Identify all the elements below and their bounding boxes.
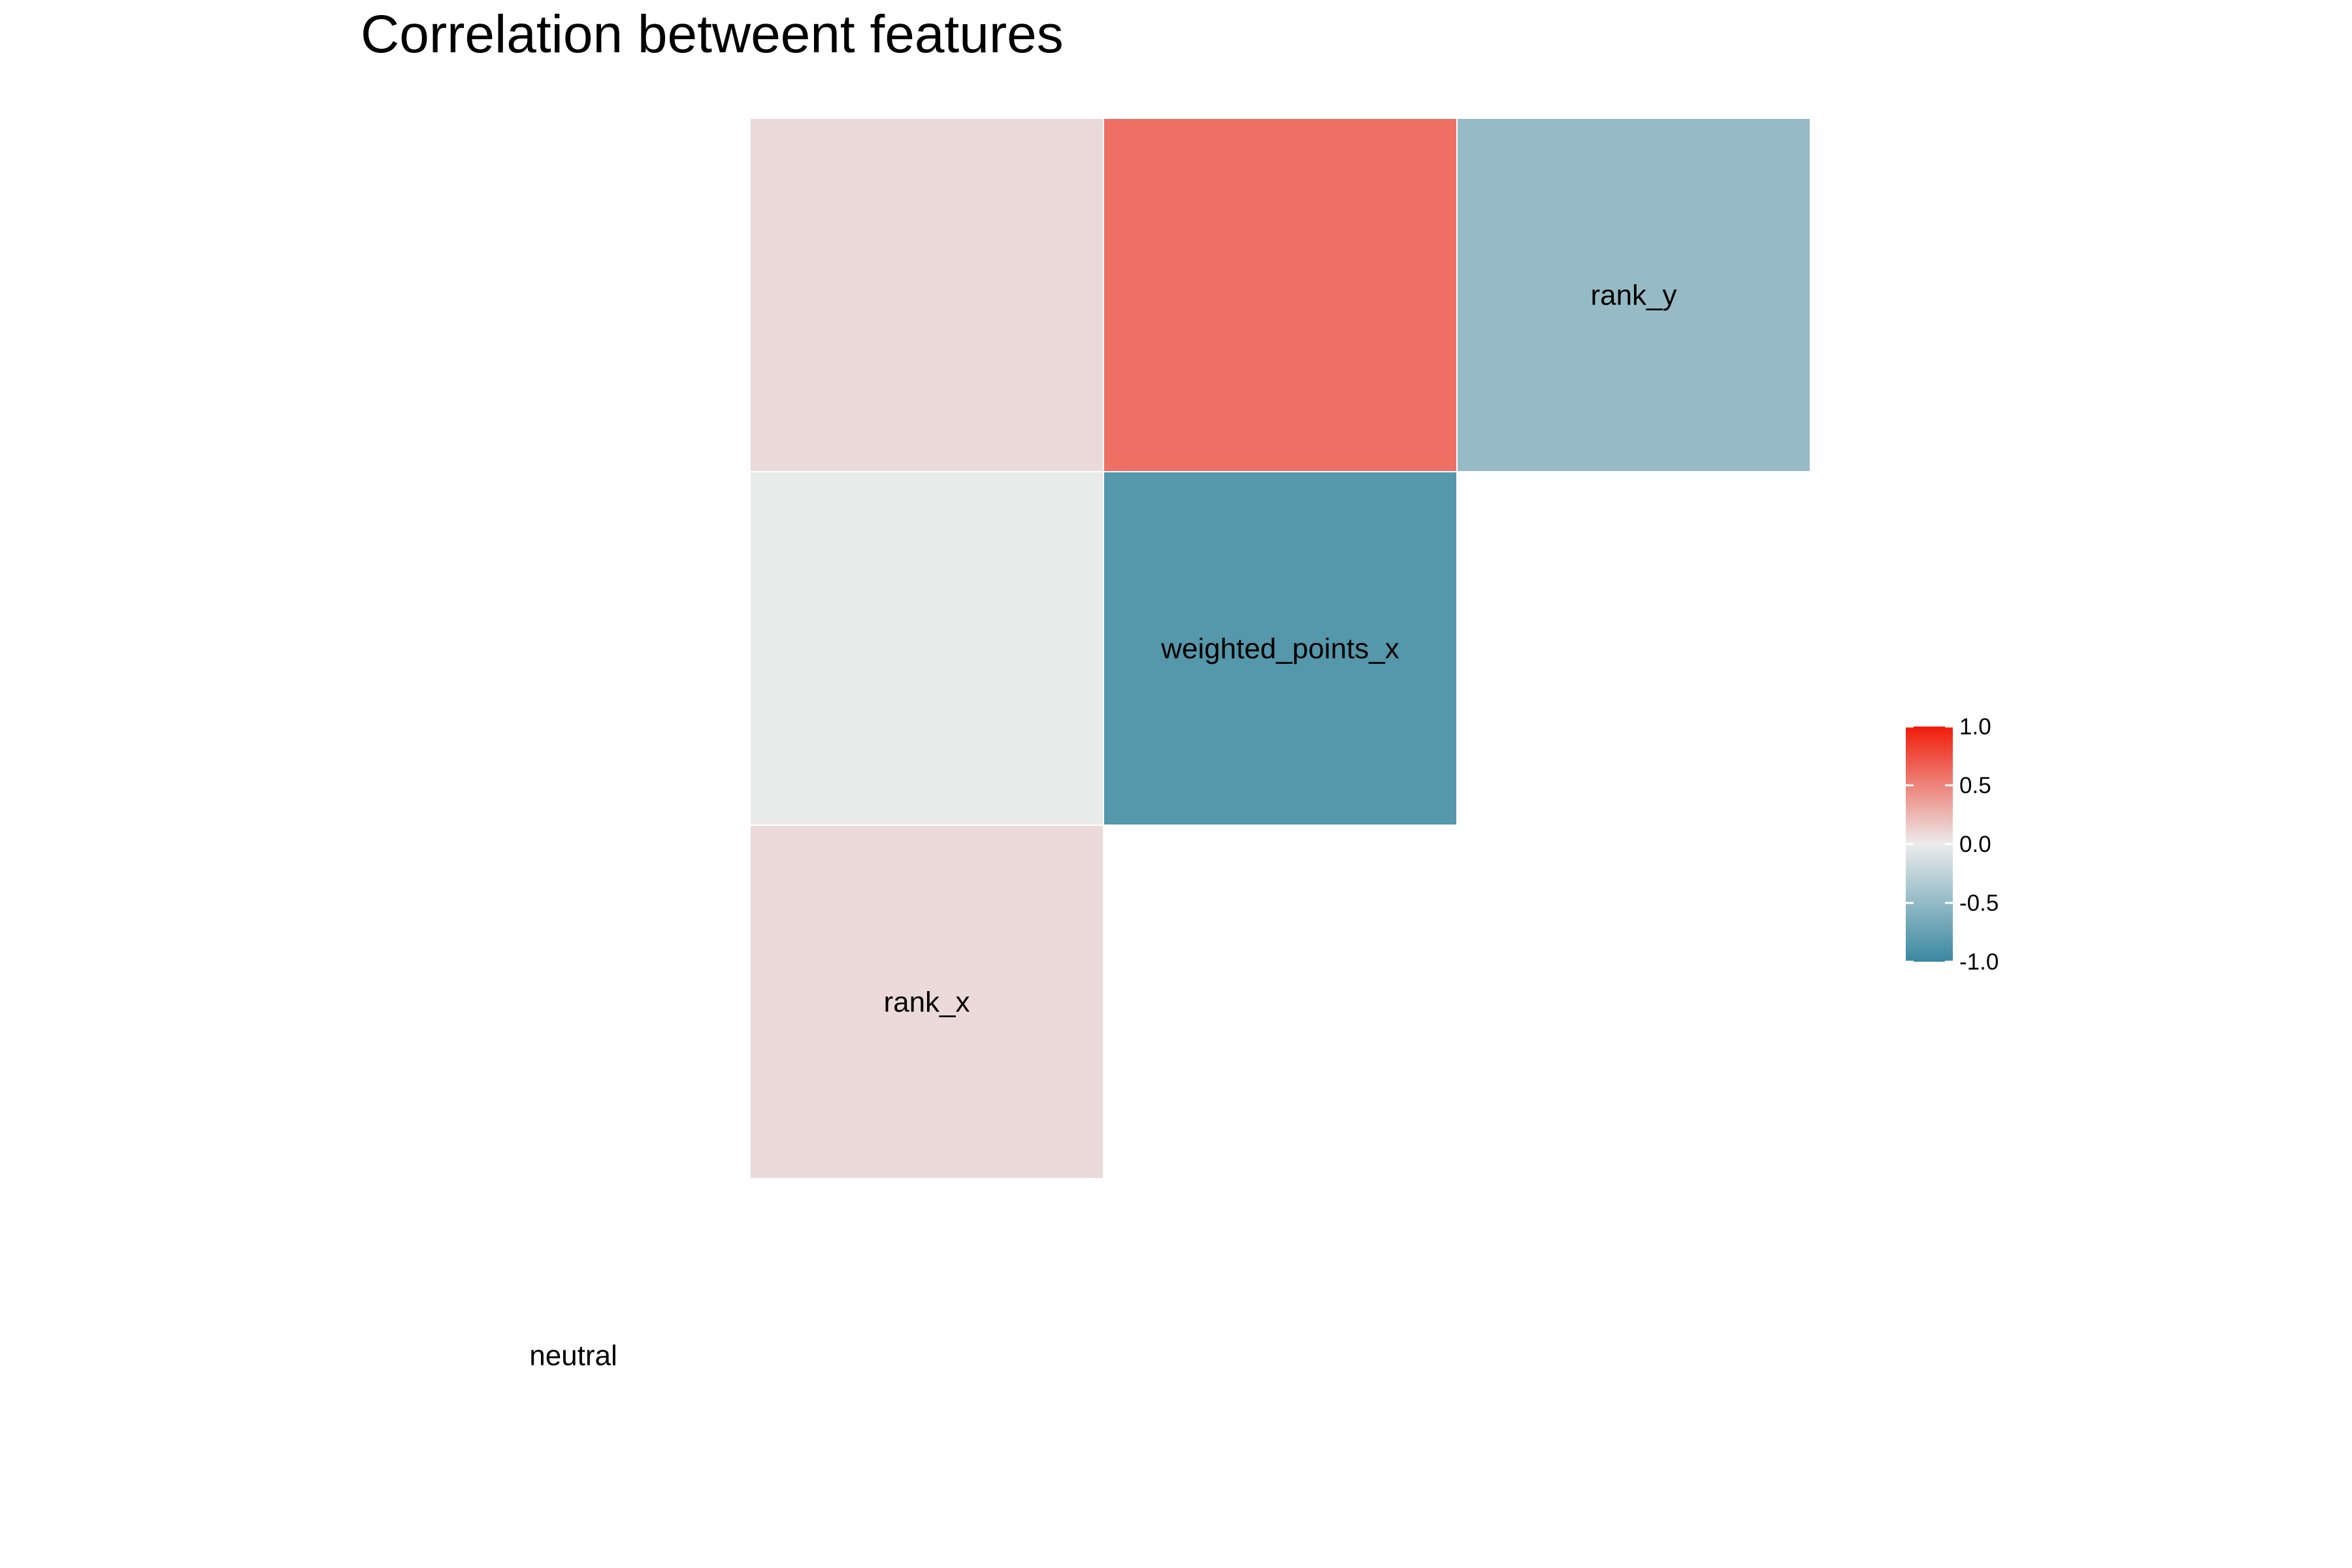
variable-label-neutral: neutral — [529, 1340, 617, 1372]
legend-tick-label: -1.0 — [1959, 949, 1999, 975]
variable-label-weighted_points_x: weighted_points_x — [1160, 633, 1399, 665]
heatmap-cell-weighted_points_x-neutral — [749, 471, 1104, 826]
variable-labels: neutral rank_x weighted_points_x rank_y — [529, 280, 1676, 1372]
legend-tick-label: 1.0 — [1959, 714, 1991, 740]
heatmap-cell-rank_y-rank_x — [1103, 118, 1458, 472]
heatmap-cell-rank_y-neutral — [749, 118, 1104, 472]
variable-label-rank_x: rank_x — [883, 987, 970, 1019]
heatmap-cell-rank_x-neutral — [749, 825, 1104, 1179]
legend-tick-label: 0.0 — [1959, 832, 1991, 857]
heatmap-cell-rank_y-weighted_points_x — [1456, 118, 1811, 472]
chart-title: Correlation betweent features — [361, 5, 1064, 64]
variable-label-rank_y: rank_y — [1590, 280, 1676, 312]
heatmap-cells — [749, 118, 1811, 1179]
legend-tick-label: 0.5 — [1959, 773, 1991, 798]
color-legend: 1.0 0.5 0.0 -0.5 -1.0 — [1906, 714, 1999, 975]
legend-tick-label: -0.5 — [1959, 890, 1999, 916]
